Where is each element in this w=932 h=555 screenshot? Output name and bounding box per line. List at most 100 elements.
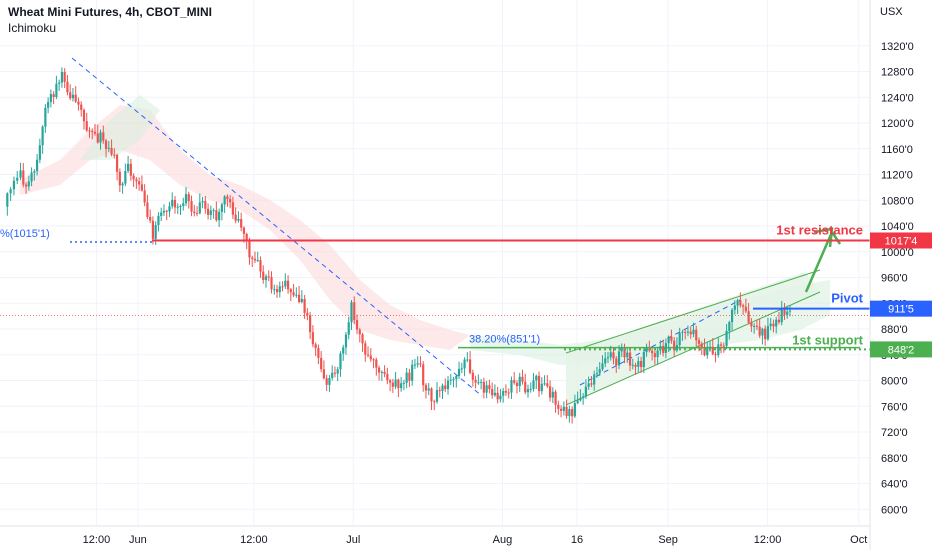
candle-body <box>206 208 210 215</box>
candle-body <box>424 385 428 391</box>
candle-body <box>758 326 761 336</box>
candle-body <box>160 212 163 216</box>
candle-body <box>686 331 690 333</box>
x-tick-label: Oct <box>850 534 867 546</box>
candle-body <box>99 132 102 143</box>
candle-body <box>347 322 350 335</box>
price-axis-bg <box>870 0 932 550</box>
candle-body <box>275 289 279 293</box>
candle-body <box>154 225 157 239</box>
candle-body <box>231 202 235 215</box>
candle-body <box>653 353 656 358</box>
candle-body <box>568 409 571 417</box>
candle-body <box>209 210 212 215</box>
x-tick-label: 12:00 <box>83 534 111 546</box>
fib-label-1015: %(1015'1) <box>0 228 50 240</box>
candle-body <box>446 380 450 390</box>
candle-body <box>389 380 392 383</box>
candle-body <box>455 376 458 380</box>
candle-body <box>681 331 684 333</box>
candle-body <box>6 193 9 207</box>
candle-body <box>41 126 44 146</box>
candle-body <box>444 385 447 390</box>
candle-body <box>433 401 436 403</box>
drawings: %(1015'1) 38.20%(851'1) <box>0 57 870 406</box>
candle-body <box>438 390 441 392</box>
cloud-bearish <box>20 105 470 350</box>
candle-body <box>386 373 389 381</box>
candle-body <box>468 359 472 373</box>
candle-body <box>491 389 494 396</box>
channel-top <box>565 269 821 354</box>
candle-body <box>30 172 33 182</box>
candle-body <box>441 385 444 391</box>
candle-body <box>129 163 132 176</box>
candle-body <box>662 346 665 353</box>
candle-body <box>642 352 645 368</box>
candle-body <box>201 201 204 203</box>
price-badge <box>870 232 932 249</box>
candle-body <box>477 382 480 384</box>
candle-body <box>115 154 119 172</box>
candle-body <box>143 190 146 203</box>
fib-label-851: 38.20%(851'1) <box>469 334 540 346</box>
candle-body <box>783 307 786 315</box>
candle-body <box>55 83 58 97</box>
candle-body <box>714 354 717 356</box>
candle-body <box>573 403 576 417</box>
candle-body <box>628 352 632 366</box>
x-tick-label: Jul <box>346 534 360 546</box>
candle-body <box>449 379 452 381</box>
candle-body <box>364 343 367 355</box>
candle-body <box>460 368 463 370</box>
candle-body <box>664 343 667 353</box>
x-tick-label: 16 <box>571 534 583 546</box>
candle-body <box>584 386 588 397</box>
candle-body <box>463 359 466 369</box>
candle-body <box>507 392 510 394</box>
candle-body <box>270 277 273 290</box>
candle-body <box>328 377 331 385</box>
candle-body <box>303 298 306 313</box>
candle-body <box>253 258 257 261</box>
candle-body <box>761 328 764 336</box>
candle-body <box>532 380 535 389</box>
candle-body <box>590 383 593 385</box>
candle-body <box>700 343 703 348</box>
price-badge <box>870 300 932 317</box>
candle-body <box>435 390 439 402</box>
y-tick-label: 1320'0 <box>881 41 914 53</box>
candle-body <box>571 409 574 417</box>
candle-body <box>391 382 394 387</box>
candle-body <box>554 391 557 405</box>
chart-title: Wheat Mini Futures, 4h, CBOT_MINI <box>8 5 213 19</box>
candle-body <box>499 395 502 400</box>
candle-body <box>251 257 254 259</box>
candle-body <box>515 382 519 387</box>
candles <box>6 67 792 424</box>
candle-body <box>80 104 83 110</box>
candle-body <box>708 346 712 349</box>
candle-body <box>350 302 353 323</box>
candle-body <box>52 94 55 97</box>
candle-body <box>149 216 152 221</box>
candle-body <box>286 280 290 290</box>
candle-body <box>47 101 50 108</box>
candle-body <box>742 305 745 307</box>
candle-body <box>355 320 359 330</box>
candle-body <box>408 372 411 381</box>
candle-body <box>728 322 731 331</box>
candle-body <box>604 358 607 364</box>
candle-body <box>226 196 229 200</box>
candle-body <box>256 260 259 262</box>
candle-body <box>719 344 723 346</box>
candle-body <box>9 189 12 194</box>
candle-body <box>146 202 149 217</box>
candle-body <box>173 199 177 208</box>
candle-body <box>58 82 61 84</box>
y-tick-label: 1080'0 <box>881 195 914 207</box>
candle-body <box>71 94 75 99</box>
